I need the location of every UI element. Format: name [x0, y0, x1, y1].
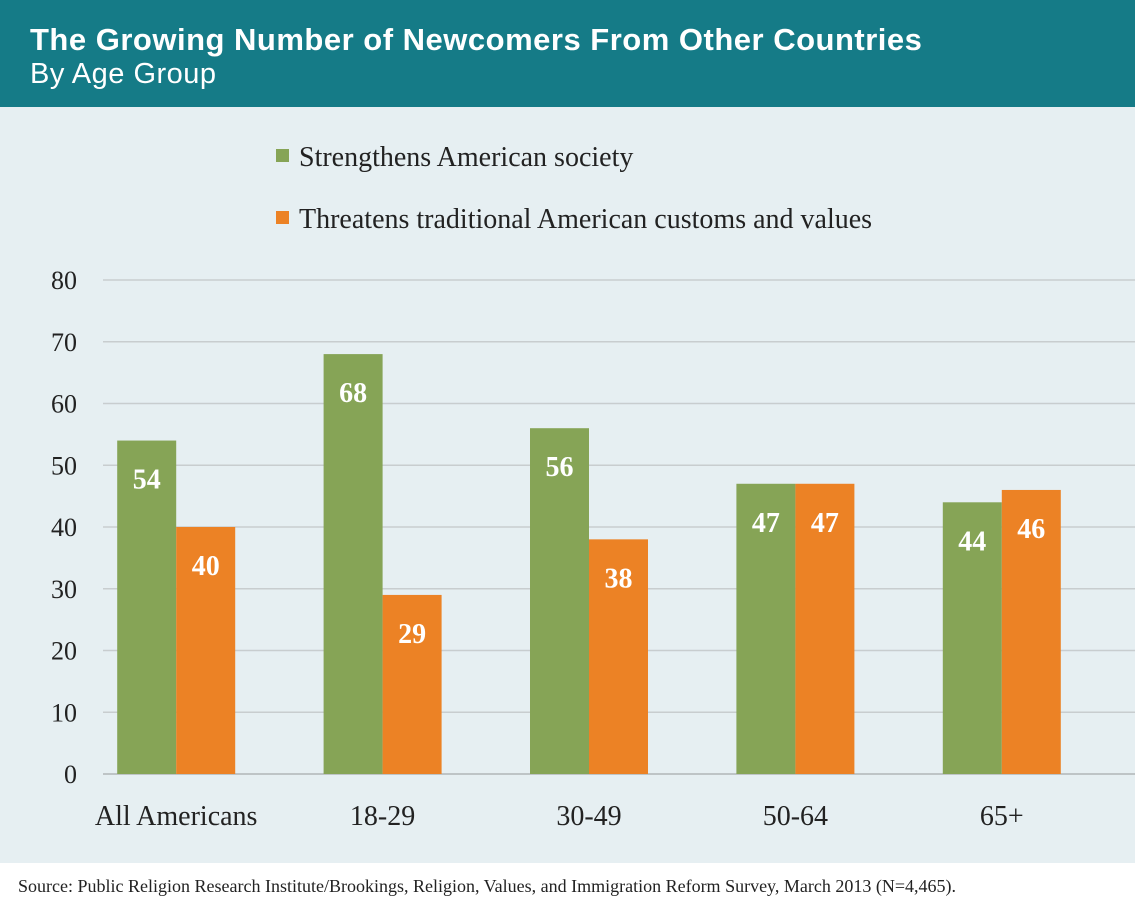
data-label-threatens: 40: [192, 551, 220, 582]
y-tick-label: 70: [51, 328, 77, 357]
chart-header: The Growing Number of Newcomers From Oth…: [0, 0, 1135, 107]
x-category-label: 18-29: [350, 801, 415, 832]
bar-threatens: [1001, 489, 1061, 774]
bar-threatens: [382, 594, 442, 774]
data-label-threatens: 47: [811, 508, 839, 539]
legend-label-strengthens: Strengthens American society: [299, 142, 634, 173]
chart-subtitle: By Age Group: [30, 58, 217, 90]
data-label-strengthens: 54: [133, 465, 161, 496]
y-tick-label: 80: [51, 266, 77, 295]
data-label-strengthens: 68: [339, 378, 367, 409]
bar-strengthens: [736, 483, 796, 774]
legend-label-threatens: Threatens traditional American customs a…: [299, 204, 873, 235]
y-tick-label: 30: [51, 575, 77, 604]
bar-strengthens: [942, 502, 1002, 774]
bar-chart: 0 10 20 30 40 50 60 70 80 54 40 All Americans 68 29 18…: [51, 266, 1135, 832]
y-tick-label: 0: [64, 760, 77, 789]
data-label-threatens: 38: [605, 563, 633, 594]
data-label-strengthens: 44: [958, 526, 986, 557]
y-tick-label: 40: [51, 513, 77, 542]
x-category-label: 30-49: [556, 801, 621, 832]
bar-strengthens: [117, 440, 177, 774]
y-tick-label: 50: [51, 451, 77, 480]
x-category-label: 50-64: [763, 801, 828, 832]
bar-strengthens: [530, 428, 589, 774]
legend-item-threatens: Threatens traditional American customs a…: [276, 204, 873, 235]
bar-strengthens: [323, 354, 383, 774]
x-category-label: 65+: [980, 801, 1024, 832]
bar-threatens: [795, 483, 855, 774]
y-tick-label: 20: [51, 637, 77, 666]
bar-threatens: [589, 539, 648, 774]
data-label-threatens: 29: [398, 619, 426, 650]
data-label-threatens: 46: [1017, 514, 1045, 545]
source-note: Source: Public Religion Research Institu…: [18, 876, 957, 896]
data-label-strengthens: 47: [752, 508, 780, 539]
legend-item-strengthens: Strengthens American society: [276, 142, 634, 173]
legend-swatch-strengthens: [276, 148, 289, 162]
x-category-label: All Americans: [95, 801, 258, 832]
y-tick-label: 60: [51, 390, 77, 419]
data-label-strengthens: 56: [546, 452, 574, 483]
y-tick-label: 10: [51, 698, 77, 727]
bar-threatens: [176, 527, 236, 774]
legend-swatch-threatens: [276, 210, 289, 224]
chart-title: The Growing Number of Newcomers From Oth…: [30, 22, 923, 57]
